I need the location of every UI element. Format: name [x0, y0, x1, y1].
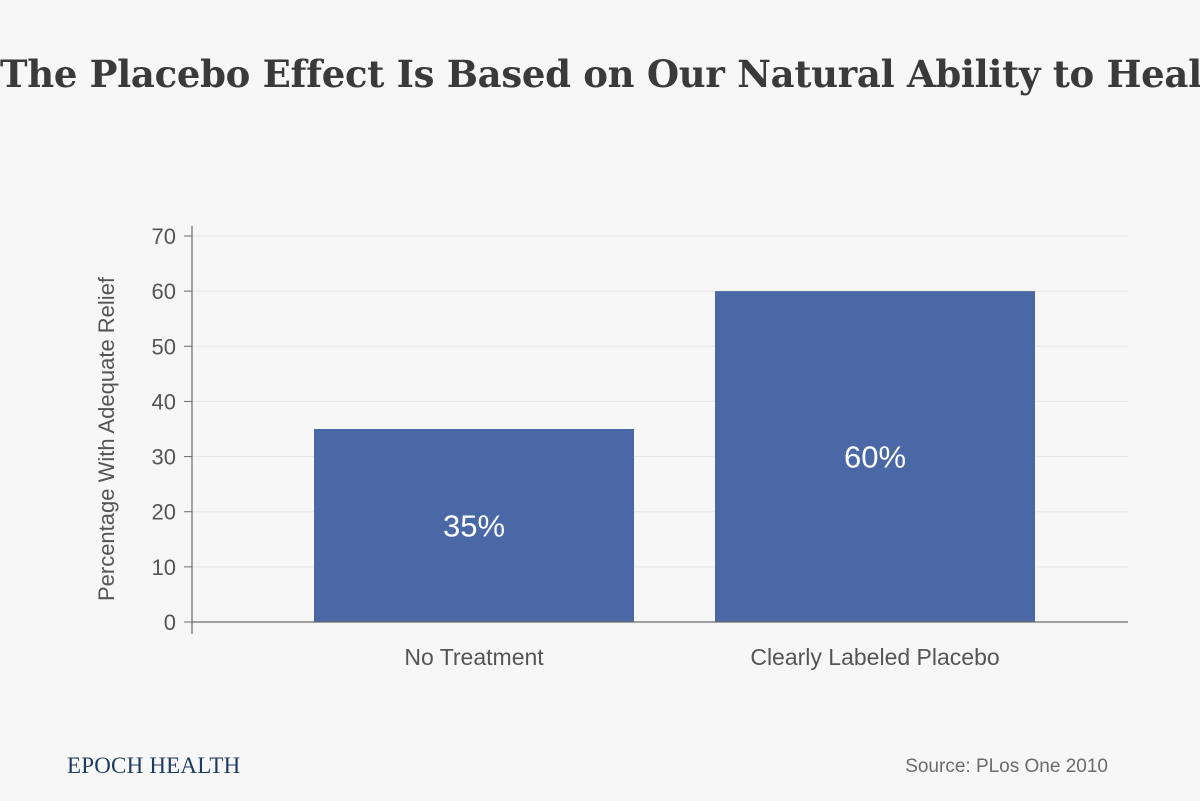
source-note: Source: PLos One 2010	[905, 756, 1108, 777]
y-tick-label: 10	[152, 555, 176, 580]
y-tick-label: 30	[152, 445, 176, 470]
y-tick-label: 60	[152, 279, 176, 304]
y-tick-label: 50	[152, 334, 176, 359]
bar	[314, 429, 634, 622]
y-tick-label: 40	[152, 389, 176, 414]
y-tick-label: 70	[152, 224, 176, 249]
bar-value-label: 35%	[443, 509, 505, 544]
bar-value-label: 60%	[844, 440, 906, 475]
bars	[314, 291, 1035, 622]
labels: 0 10 20 30 40 50 60 70 35% No Treatment 60% Clearly…	[94, 224, 1000, 670]
x-category-label: No Treatment	[404, 644, 544, 670]
axes	[184, 226, 1128, 634]
x-category-label: Clearly Labeled Placebo	[750, 644, 999, 670]
brand-logo-text: EPOCH HEALTH	[67, 753, 241, 778]
y-tick-label: 20	[152, 500, 176, 525]
y-tick-label: 0	[164, 610, 176, 635]
bar	[715, 291, 1035, 622]
y-axis-label: Percentage With Adequate Relief	[94, 276, 119, 601]
chart-title: The Placebo Effect Is Based on Our Natur…	[0, 52, 1200, 96]
